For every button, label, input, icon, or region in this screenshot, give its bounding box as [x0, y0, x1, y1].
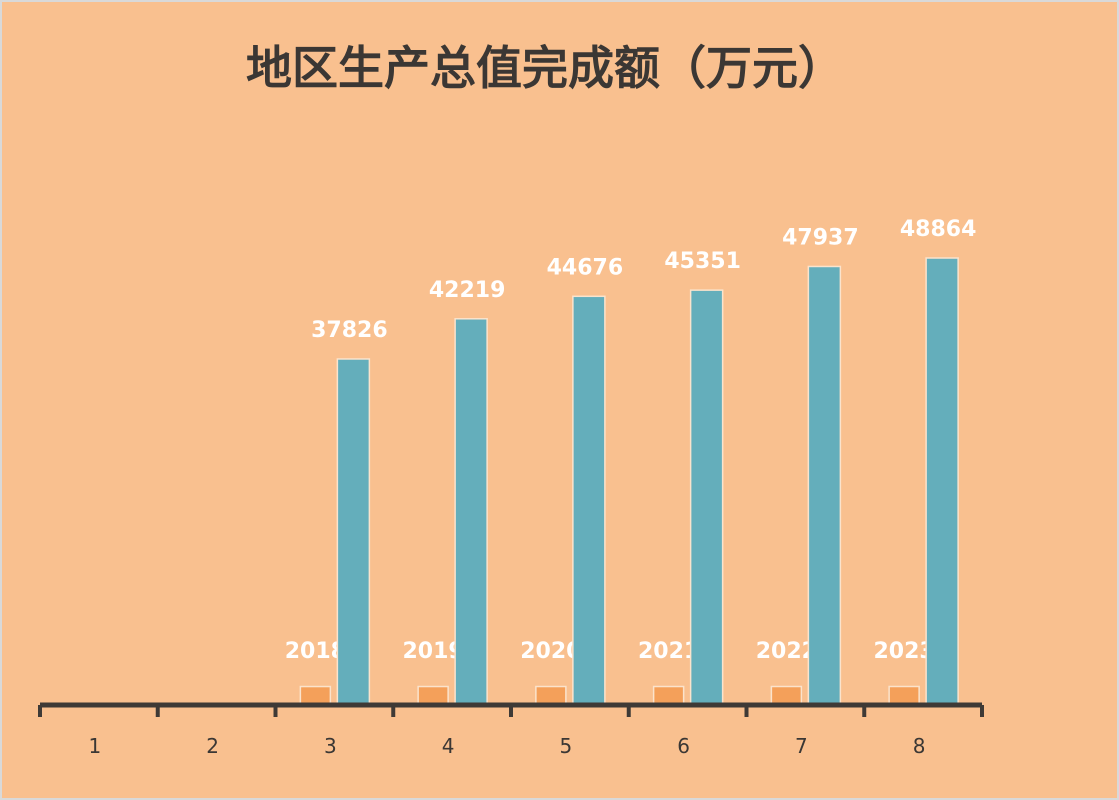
bar-series1-4 — [417, 685, 449, 706]
bar-series2-7 — [807, 265, 842, 706]
data-label: 44676 — [547, 255, 624, 280]
data-label: 45351 — [664, 249, 741, 274]
bar-series2-4 — [454, 318, 488, 706]
data-label: 42219 — [429, 278, 506, 303]
x-tick-label: 7 — [795, 734, 808, 758]
bar-series1-5 — [535, 685, 567, 706]
data-label: 48864 — [900, 217, 977, 242]
chart-title: 地区生产总值完成额（万元） — [246, 41, 844, 95]
data-label: 2020 — [520, 639, 581, 664]
data-label: 2023 — [874, 639, 935, 664]
x-tick-label: 1 — [89, 734, 102, 758]
x-tick-label: 6 — [677, 734, 690, 758]
bar-series2-6 — [689, 289, 724, 706]
bar-series1-6 — [652, 685, 685, 706]
x-tick-label: 2 — [206, 734, 219, 758]
x-tick-label: 5 — [560, 734, 573, 758]
bar-series2-5 — [572, 295, 606, 706]
bar-series2-8 — [925, 257, 959, 706]
x-tick-label: 3 — [324, 734, 337, 758]
bar-series1-7 — [770, 685, 803, 706]
data-label: 47937 — [782, 225, 859, 250]
x-tick-label: 4 — [442, 734, 455, 758]
data-label: 2019 — [403, 639, 464, 664]
data-label: 2021 — [638, 639, 699, 664]
data-label: 2018 — [285, 639, 346, 664]
bar-series1-8 — [888, 685, 920, 706]
bar-series1-3 — [299, 685, 332, 706]
x-tick-label: 8 — [913, 734, 926, 758]
data-label: 2022 — [756, 639, 817, 664]
bar-series2-3 — [336, 358, 371, 706]
data-label: 37826 — [311, 318, 388, 343]
